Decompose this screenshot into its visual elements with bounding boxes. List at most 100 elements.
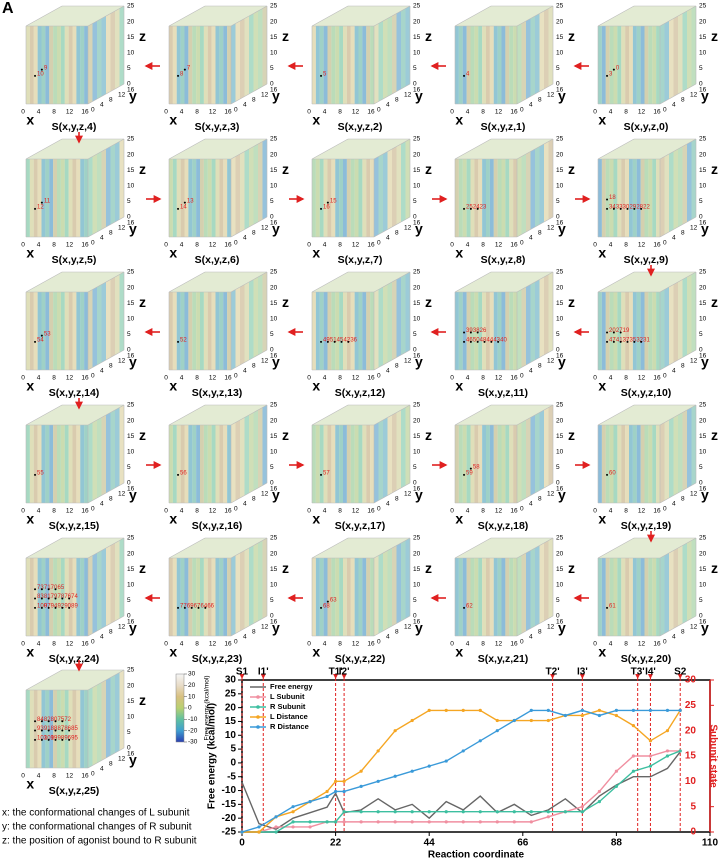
cube-edge [659, 349, 697, 371]
state-label: 23 [480, 204, 487, 210]
z-tick-label: 10 [556, 50, 564, 57]
cube-edge [87, 482, 125, 504]
z-tick-label: 25 [270, 269, 278, 276]
cube-voxels [53, 159, 57, 237]
cube-voxels [598, 405, 696, 425]
cube-voxels [180, 292, 185, 370]
state-point [34, 720, 37, 723]
cube-voxels [68, 558, 73, 636]
z-tick-label: 20 [413, 417, 421, 424]
z-axis-label: z [425, 161, 432, 177]
state-label: 93 [37, 726, 44, 732]
colorbar-tick-label: -10 [188, 716, 198, 723]
cube-voxels [223, 425, 228, 503]
y-tick-label: 16 [699, 87, 707, 94]
cube-voxels [106, 412, 111, 493]
state-point [34, 597, 37, 600]
y-tick-label: 8 [252, 496, 256, 503]
cube-voxels [544, 540, 549, 621]
y-tick-label: 16 [270, 353, 278, 360]
x-tick-label: 4 [180, 109, 184, 116]
cube-voxels [244, 16, 249, 97]
x-tick-label: 16 [653, 242, 661, 249]
series-point [393, 820, 397, 824]
cube-voxels [509, 26, 514, 104]
cube-voxels [509, 159, 514, 237]
y-tick-label: 8 [681, 363, 685, 370]
cube-edge [25, 5, 63, 27]
x-tick-label: 0 [307, 641, 311, 648]
cube-voxels [660, 555, 665, 636]
cube-voxels [466, 159, 471, 237]
y-tick-label: 8 [252, 629, 256, 636]
cube-voxels [378, 420, 383, 501]
series-point [359, 784, 363, 789]
x-axis-label: x [26, 511, 34, 527]
state-label: 67 [194, 603, 201, 609]
cube: 0 4 8 12 16 04812160510152025xyzS(x,y,z,6)141… [164, 136, 289, 266]
state-label: 54 [37, 337, 44, 343]
state-point [619, 331, 622, 334]
y-axis-label: y [129, 221, 137, 237]
cube-voxels [26, 139, 124, 159]
z-tick-label: 25 [556, 3, 564, 10]
cube-voxels [84, 159, 88, 237]
state-point [68, 738, 71, 741]
cube-voxels [526, 284, 531, 365]
x-tick-label: 4 [466, 242, 470, 249]
cube-edge [659, 537, 697, 559]
x-tick-label: 8 [338, 109, 342, 116]
state-point [190, 606, 193, 609]
cube-voxels [530, 16, 535, 97]
state-label: 101 [44, 735, 55, 741]
cube-voxels [636, 159, 641, 237]
cube-voxels [548, 139, 553, 220]
state-point [61, 597, 64, 600]
cube-voxels [37, 690, 42, 768]
cube-voxels [203, 292, 208, 370]
x-tick-label: 0 [164, 242, 168, 249]
cube-edge [230, 5, 268, 27]
cube-voxels [605, 425, 610, 503]
cube-voxels [319, 558, 324, 636]
series-point [334, 789, 338, 794]
cube-voxels [535, 13, 540, 94]
state-label: 77 [180, 603, 187, 609]
panel-title: S(x,y,z,3) [195, 121, 240, 133]
cube-voxels [57, 425, 61, 503]
series-point [648, 739, 653, 743]
cube-voxels [370, 292, 374, 370]
series-point [308, 820, 312, 824]
y-tick-label: 4 [100, 235, 104, 242]
cube-edge [230, 482, 268, 504]
state-label: 30 [623, 204, 630, 210]
cube-voxels [396, 144, 401, 225]
cube-voxels [312, 538, 410, 558]
cube-voxels [505, 425, 510, 503]
y-tick-label: 4 [243, 501, 247, 508]
cube-voxels [312, 139, 410, 159]
z-tick-label: 25 [270, 136, 278, 143]
state-point [40, 68, 43, 71]
z-tick-label: 20 [413, 18, 421, 25]
y-tick-label: 0 [234, 506, 238, 513]
y-tick-label: 8 [538, 629, 542, 636]
z-tick-label: 0 [699, 347, 703, 354]
cube-voxels [613, 558, 618, 636]
y-tick-label: 0 [520, 639, 524, 646]
cube: 0 4 8 12 16 04812160510152025xyzS(x,y,z,10)47… [593, 269, 718, 399]
cube-voxels [629, 425, 633, 503]
state-label: 37 [623, 337, 630, 343]
cube-voxels [513, 558, 517, 636]
y-axis-label: y [701, 88, 709, 104]
y-tick-label: 12 [261, 225, 269, 232]
cube-voxels [92, 287, 97, 368]
cube-voxels [497, 292, 502, 370]
state-label: 69 [187, 603, 194, 609]
x-tick-label: 0 [593, 375, 597, 382]
cube-voxels [97, 18, 102, 99]
z-tick-label: 15 [270, 34, 278, 41]
z-tick-label: 25 [127, 667, 135, 674]
cube-voxels [493, 558, 498, 636]
cube-voxels [392, 279, 397, 360]
